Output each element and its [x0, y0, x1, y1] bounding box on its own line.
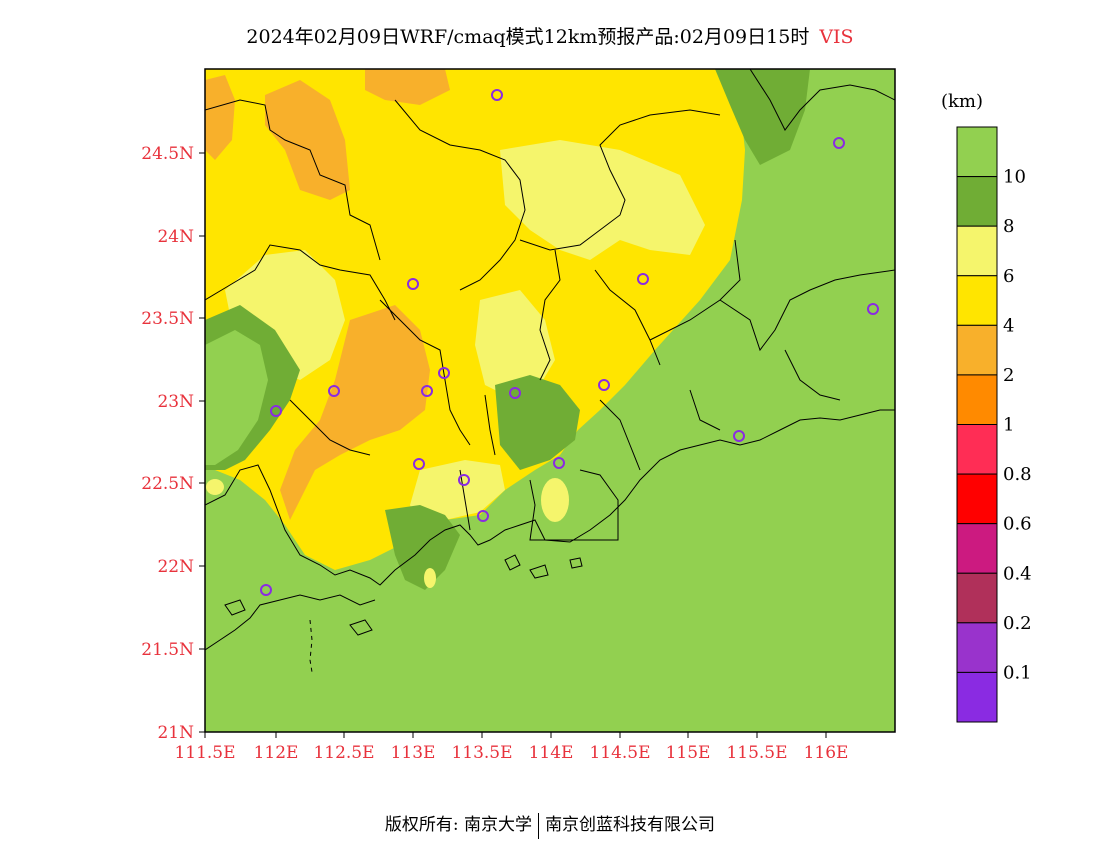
colorbar-swatch	[956, 424, 998, 475]
vis-field-2-4-c	[205, 75, 235, 160]
lat-tick-label: 23.5N	[141, 309, 194, 329]
lat-tick-label: 24.5N	[141, 144, 194, 164]
coastline	[205, 409, 895, 586]
colorbar-label: 0.1	[1003, 662, 1032, 683]
footer-separator	[538, 812, 540, 839]
lon-tick-label: 111.5E	[174, 743, 235, 763]
station-marker	[407, 278, 419, 290]
lon-tick-label: 114.5E	[589, 743, 650, 763]
lat-tick-label: 21.5N	[141, 640, 194, 660]
lat-tick-label: 22N	[157, 557, 194, 577]
station-markers	[260, 89, 879, 596]
colorbar-label: 4	[1003, 315, 1014, 336]
lat-tick-label: 22.5N	[141, 474, 194, 494]
island-6-8-small	[424, 568, 436, 588]
colorbar-swatch	[956, 572, 998, 624]
islands	[224, 554, 583, 673]
longitude-axis: 111.5E 112E 112.5E 113E 113.5E 114E 114.5E 115E…	[174, 732, 848, 763]
station-marker	[438, 367, 450, 379]
station-marker	[733, 430, 745, 442]
colorbar-label: 0.8	[1003, 464, 1032, 485]
colorbar-swatch	[956, 671, 998, 723]
colorbar-swatch	[956, 176, 998, 227]
vis-field-2-4-b	[265, 80, 350, 200]
colorbar-label: 1	[1003, 415, 1014, 436]
colorbar-label: 0.2	[1003, 613, 1032, 634]
station-marker	[270, 405, 282, 417]
colorbar-swatch	[956, 225, 998, 277]
station-marker	[477, 510, 489, 522]
title-text: 2024年02月09日WRF/cmaq模式12km预报产品:02月09日15时	[246, 26, 810, 48]
lat-tick-label: 21N	[157, 723, 194, 743]
lon-tick-label: 116E	[804, 743, 849, 763]
station-marker	[491, 89, 503, 101]
colorbar-swatch	[956, 622, 998, 673]
vis-field-2-4-a	[280, 305, 430, 520]
colorbar-swatch	[956, 126, 998, 178]
colorbar-label: 0.6	[1003, 514, 1032, 535]
station-marker	[637, 273, 649, 285]
station-marker	[421, 385, 433, 397]
vis-field-2-4-d	[365, 69, 450, 105]
island-6-8	[541, 478, 569, 522]
lon-tick-label: 112.5E	[313, 743, 374, 763]
colorbar-swatch	[956, 324, 998, 376]
station-marker	[833, 137, 845, 149]
colorbar-label: 6	[1003, 266, 1014, 287]
vis-field-8-10-ne	[715, 69, 810, 165]
west-coast-patch	[206, 479, 224, 495]
lat-tick-label: 24N	[157, 227, 194, 247]
vis-field-6-8-west	[225, 250, 345, 380]
map-area	[205, 69, 895, 732]
station-marker	[260, 584, 272, 596]
lon-tick-label: 113.5E	[451, 743, 512, 763]
colorbar: 10 8 6 4 2 1 0.8 0.6 0.4 0.2 0.1	[956, 126, 1032, 723]
colorbar-label: 2	[1003, 365, 1014, 386]
station-marker	[458, 474, 470, 486]
latitude-axis: 24.5N 24N 23.5N 23N 22.5N 22N 21.5N 21N	[141, 144, 205, 743]
lon-tick-label: 113E	[391, 743, 436, 763]
station-marker	[598, 379, 610, 391]
colorbar-label: 8	[1003, 216, 1014, 237]
footer-copyright: 版权所有: 南京大学	[384, 815, 533, 835]
station-marker	[328, 385, 340, 397]
footer-company: 南京创蓝科技有限公司	[545, 815, 716, 835]
coastline-west	[205, 594, 376, 651]
lat-tick-label: 23N	[157, 392, 194, 412]
chart-title: 2024年02月09日WRF/cmaq模式12km预报产品:02月09日15时 V…	[0, 22, 1100, 49]
colorbar-swatch	[956, 374, 998, 425]
admin-borders	[205, 69, 895, 541]
station-marker	[413, 458, 425, 470]
lon-tick-label: 112E	[254, 743, 299, 763]
lon-tick-label: 115.5E	[726, 743, 787, 763]
title-variable: VIS	[819, 26, 854, 48]
colorbar-label: 10	[1003, 167, 1026, 188]
lon-tick-label: 114E	[529, 743, 574, 763]
station-marker	[509, 387, 521, 399]
colorbar-swatch	[956, 523, 998, 574]
colorbar-label: 0.4	[1003, 563, 1032, 584]
colorbar-swatch	[956, 275, 998, 326]
station-marker	[553, 457, 565, 469]
vis-field-6-8-north	[500, 140, 705, 260]
vis-field-6-8-central	[475, 290, 555, 395]
footer: 版权所有: 南京大学 南京创蓝科技有限公司	[0, 810, 1100, 839]
colorbar-swatch	[956, 473, 998, 525]
colorbar-unit: (km)	[941, 91, 984, 112]
vis-field-10-west	[205, 330, 268, 465]
lon-tick-label: 115E	[666, 743, 711, 763]
station-marker	[867, 303, 879, 315]
